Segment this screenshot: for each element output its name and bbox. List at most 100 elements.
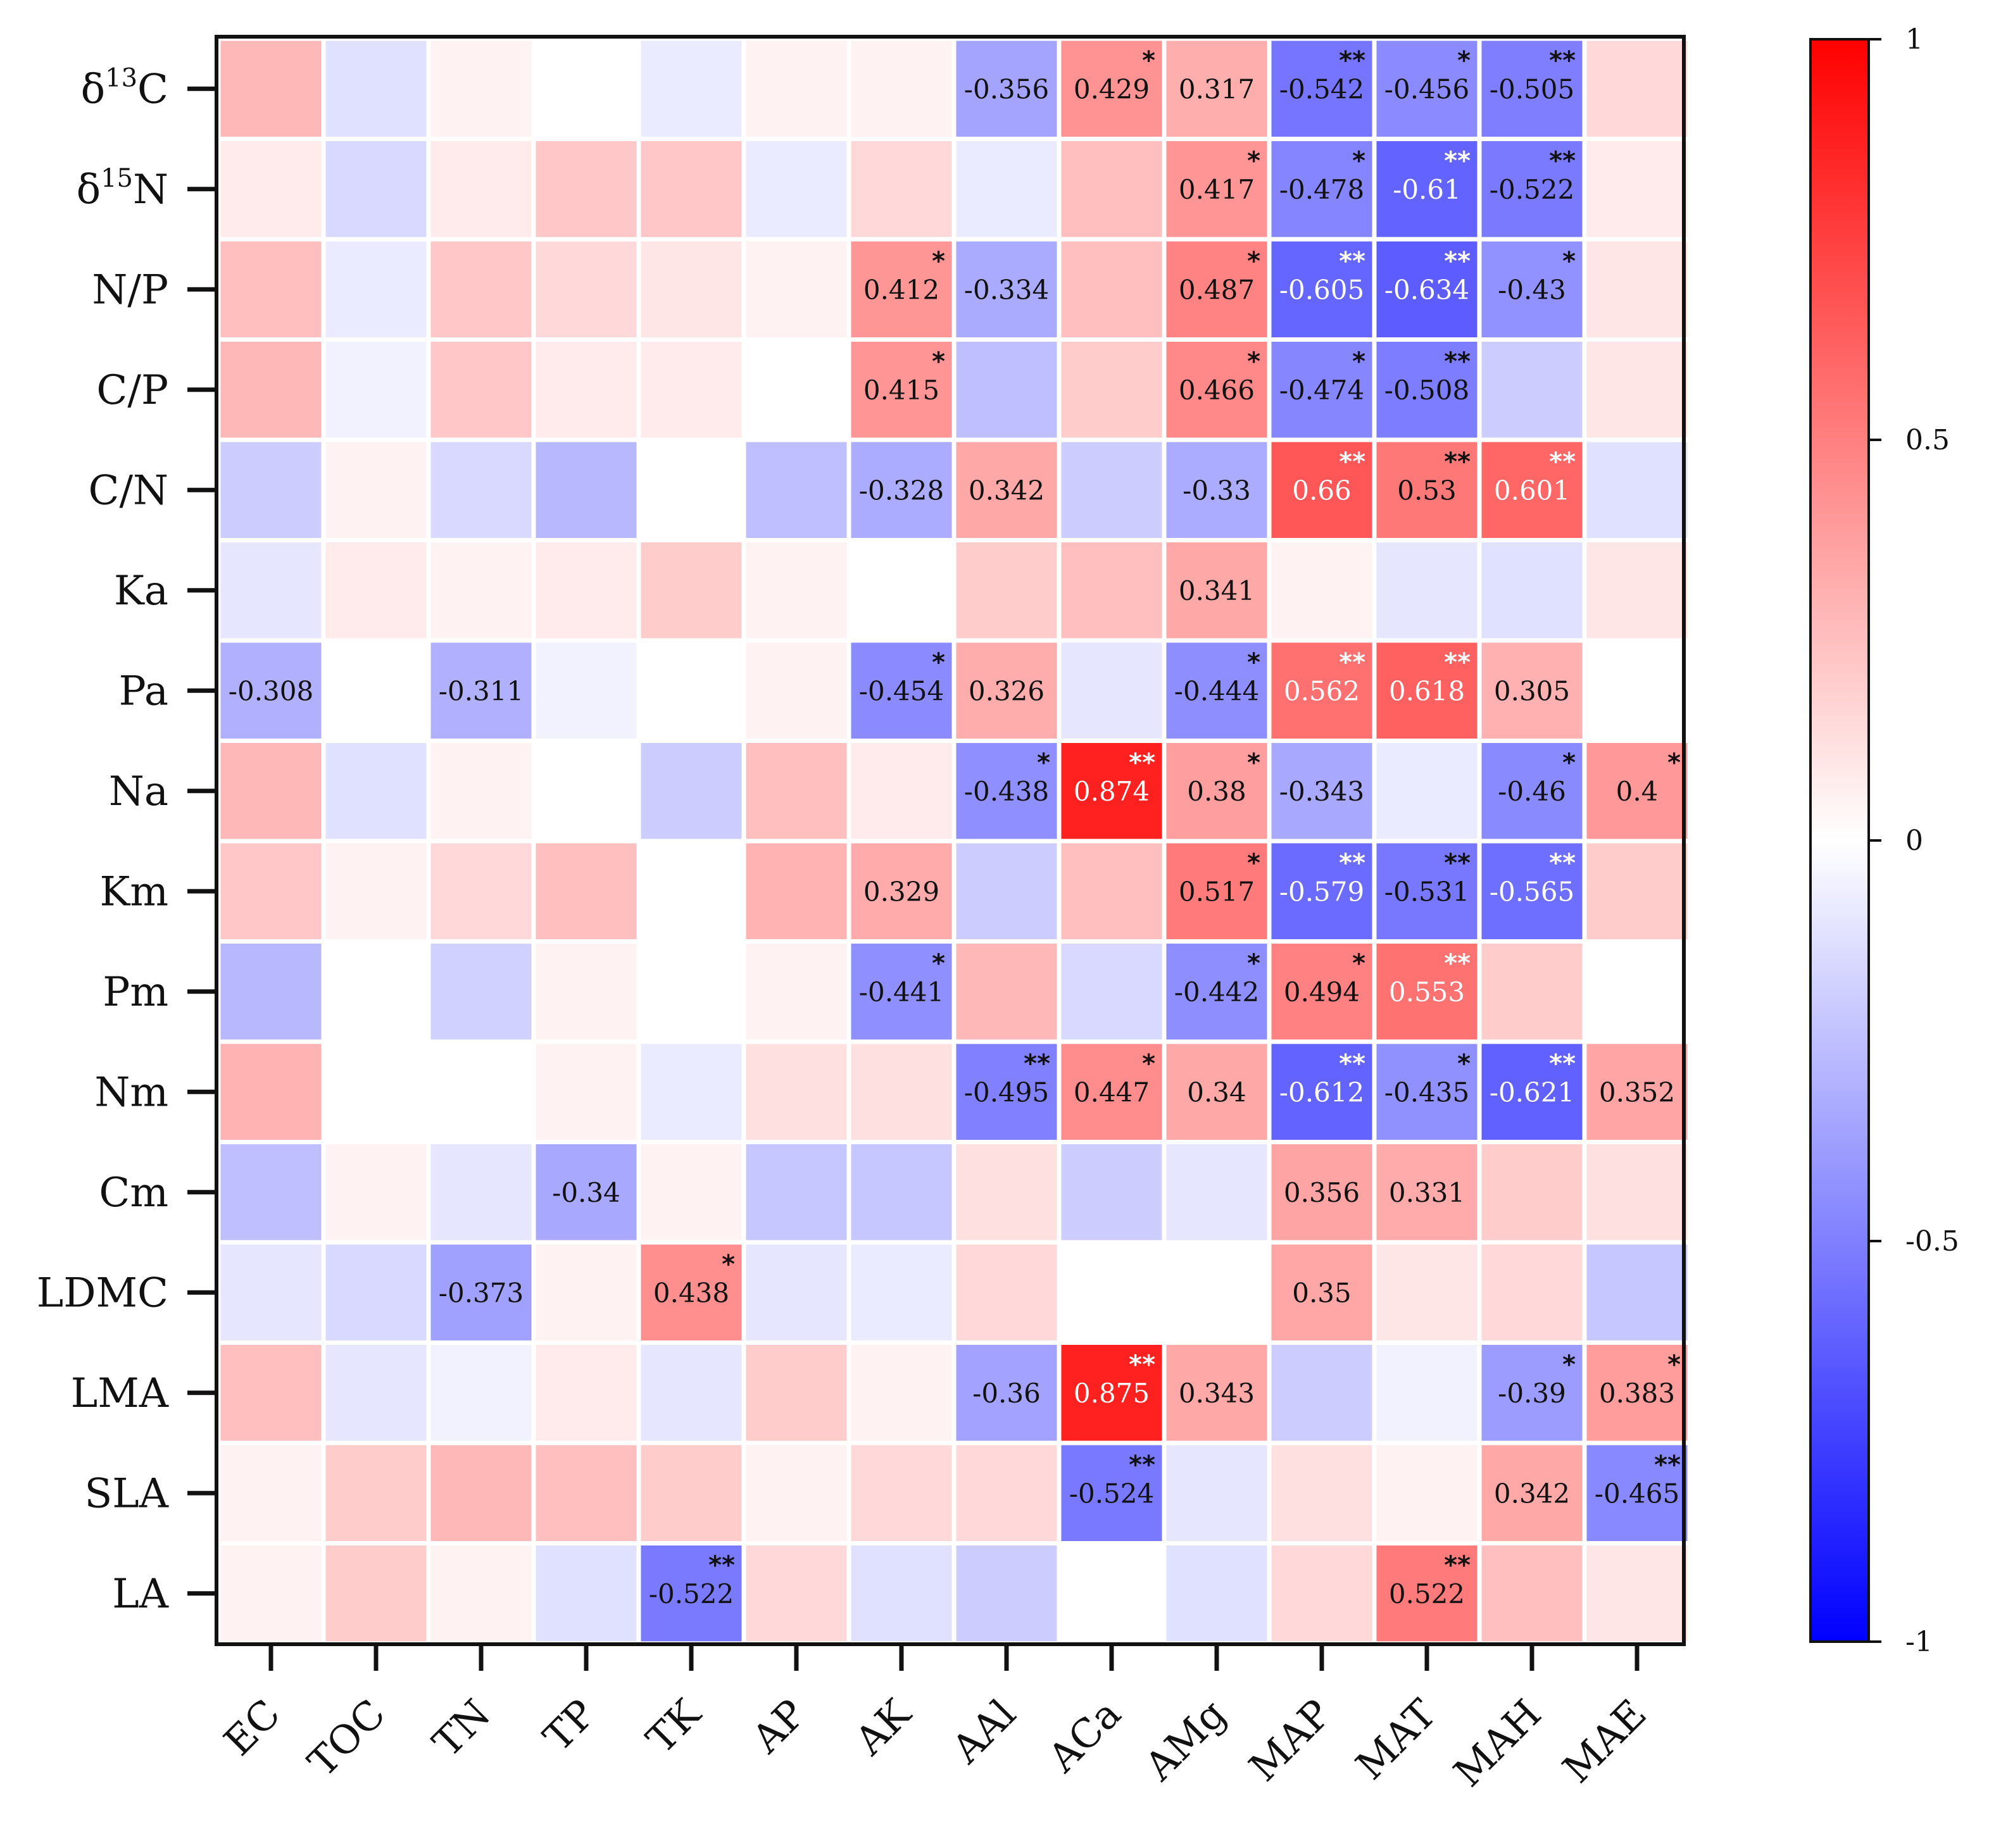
heatmap-cell	[851, 442, 952, 538]
column-label: TP	[534, 1690, 604, 1760]
heatmap-cell	[1271, 642, 1372, 739]
significance-marker: *	[722, 1250, 735, 1279]
significance-marker: *	[1562, 247, 1576, 276]
heatmap-cell	[956, 542, 1057, 639]
heatmap-cell	[851, 1445, 952, 1541]
heatmap-cell	[1376, 642, 1478, 739]
cell-value-label: 0.618	[1389, 675, 1465, 706]
significance-marker: **	[1444, 949, 1471, 978]
cell-value-label: 0.601	[1494, 475, 1570, 506]
heatmap-cell	[1166, 141, 1267, 237]
cell-value-label: -0.531	[1384, 876, 1469, 907]
heatmap-cell	[1586, 41, 1688, 137]
heatmap-cell	[325, 1345, 427, 1441]
heatmap-cell	[1166, 1345, 1267, 1441]
heatmap-cell	[1586, 1445, 1688, 1541]
significance-marker: *	[1247, 849, 1260, 878]
heatmap-cell	[220, 743, 322, 839]
significance-marker: *	[1667, 749, 1681, 778]
heatmap-cell	[1166, 241, 1267, 337]
cell-value-label: -0.311	[439, 675, 524, 706]
cell-value-label: -0.441	[859, 977, 944, 1008]
significance-marker: **	[1444, 849, 1471, 878]
row-label: Nm	[94, 1069, 168, 1116]
heatmap-cell	[220, 342, 322, 438]
plot-frame	[215, 35, 1686, 1646]
cell-value-label: -0.373	[439, 1277, 524, 1308]
heatmap-cell	[851, 241, 952, 337]
heatmap-cell	[1481, 642, 1583, 739]
column-label: MAH	[1445, 1690, 1550, 1795]
heatmap-cell	[851, 542, 952, 639]
significance-marker: *	[1247, 648, 1260, 677]
heatmap-cell	[1166, 743, 1267, 839]
row-label: LMA	[71, 1370, 169, 1417]
cell-value-label: 0.415	[863, 375, 939, 406]
significance-marker: *	[1247, 147, 1260, 176]
colorbar-tick-label: 0	[1905, 825, 1923, 857]
heatmap-cell	[536, 1144, 637, 1240]
cell-value-label: -0.465	[1595, 1478, 1679, 1509]
heatmap-cell	[1376, 1545, 1478, 1642]
cell-value-label: 0.447	[1074, 1077, 1150, 1108]
heatmap-cell	[1376, 1445, 1478, 1541]
heatmap-cell	[536, 1445, 637, 1541]
significance-marker: *	[932, 648, 945, 677]
heatmap-cell	[1271, 1345, 1372, 1441]
cell-value-label: 0.874	[1074, 776, 1150, 807]
cell-value-label: -0.442	[1174, 977, 1259, 1008]
heatmap-cell	[956, 743, 1057, 839]
cell-value-label: -0.46	[1498, 776, 1566, 807]
heatmap-cell	[1271, 1144, 1372, 1240]
heatmap-cell	[536, 1244, 637, 1340]
row-label: C/P	[96, 367, 168, 414]
heatmap-cell	[746, 1345, 847, 1441]
heatmap-cell	[641, 342, 742, 438]
heatmap-cell	[956, 1244, 1057, 1340]
heatmap-cell	[1586, 1044, 1688, 1140]
heatmap-cell	[1166, 1244, 1267, 1340]
cell-value-label: -0.524	[1069, 1478, 1154, 1509]
heatmap-cell	[1271, 41, 1372, 137]
heatmap-cell	[746, 442, 847, 538]
heatmap-cell	[746, 542, 847, 639]
heatmap-cell	[1586, 1244, 1688, 1340]
heatmap-cell	[851, 743, 952, 839]
significance-marker: **	[1444, 1551, 1471, 1580]
colorbar-tick-label: 1	[1905, 23, 1923, 56]
heatmap-cell	[536, 342, 637, 438]
column-label: AP	[743, 1690, 814, 1762]
heatmap-cell	[956, 1044, 1057, 1140]
cell-value-label: -0.634	[1384, 274, 1469, 305]
heatmap-cell	[851, 1545, 952, 1642]
heatmap-cell	[325, 843, 427, 939]
heatmap-cell	[641, 1445, 742, 1541]
heatmap-cell	[1481, 944, 1583, 1040]
heatmap-cell	[1061, 642, 1162, 739]
heatmap-cell	[851, 1244, 952, 1340]
heatmap-cell	[325, 1545, 427, 1642]
heatmap-cell	[956, 1445, 1057, 1541]
column-label: AAl	[943, 1690, 1025, 1773]
heatmap-cell	[1061, 342, 1162, 438]
cell-value-label: -0.308	[229, 675, 313, 706]
heatmap-cell	[536, 442, 637, 538]
heatmap-cell	[956, 642, 1057, 739]
cell-value-label: 0.438	[653, 1277, 729, 1308]
cell-value-label: -0.61	[1393, 174, 1461, 205]
heatmap-cell	[220, 843, 322, 939]
cell-value-label: 0.342	[1494, 1478, 1570, 1509]
heatmap-cell	[430, 442, 532, 538]
heatmap-cell	[1586, 1545, 1688, 1642]
heatmap-cell	[430, 1244, 532, 1340]
heatmap-cell	[1271, 542, 1372, 639]
heatmap-cell	[220, 1144, 322, 1240]
heatmap-cell	[641, 141, 742, 237]
cell-value-label: 0.331	[1389, 1177, 1465, 1208]
heatmap-cell	[956, 241, 1057, 337]
heatmap-cell	[1271, 442, 1372, 538]
heatmap-cell	[536, 141, 637, 237]
cell-value-label: 0.38	[1187, 776, 1246, 807]
heatmap-cell	[1376, 542, 1478, 639]
significance-marker: *	[1352, 949, 1365, 978]
